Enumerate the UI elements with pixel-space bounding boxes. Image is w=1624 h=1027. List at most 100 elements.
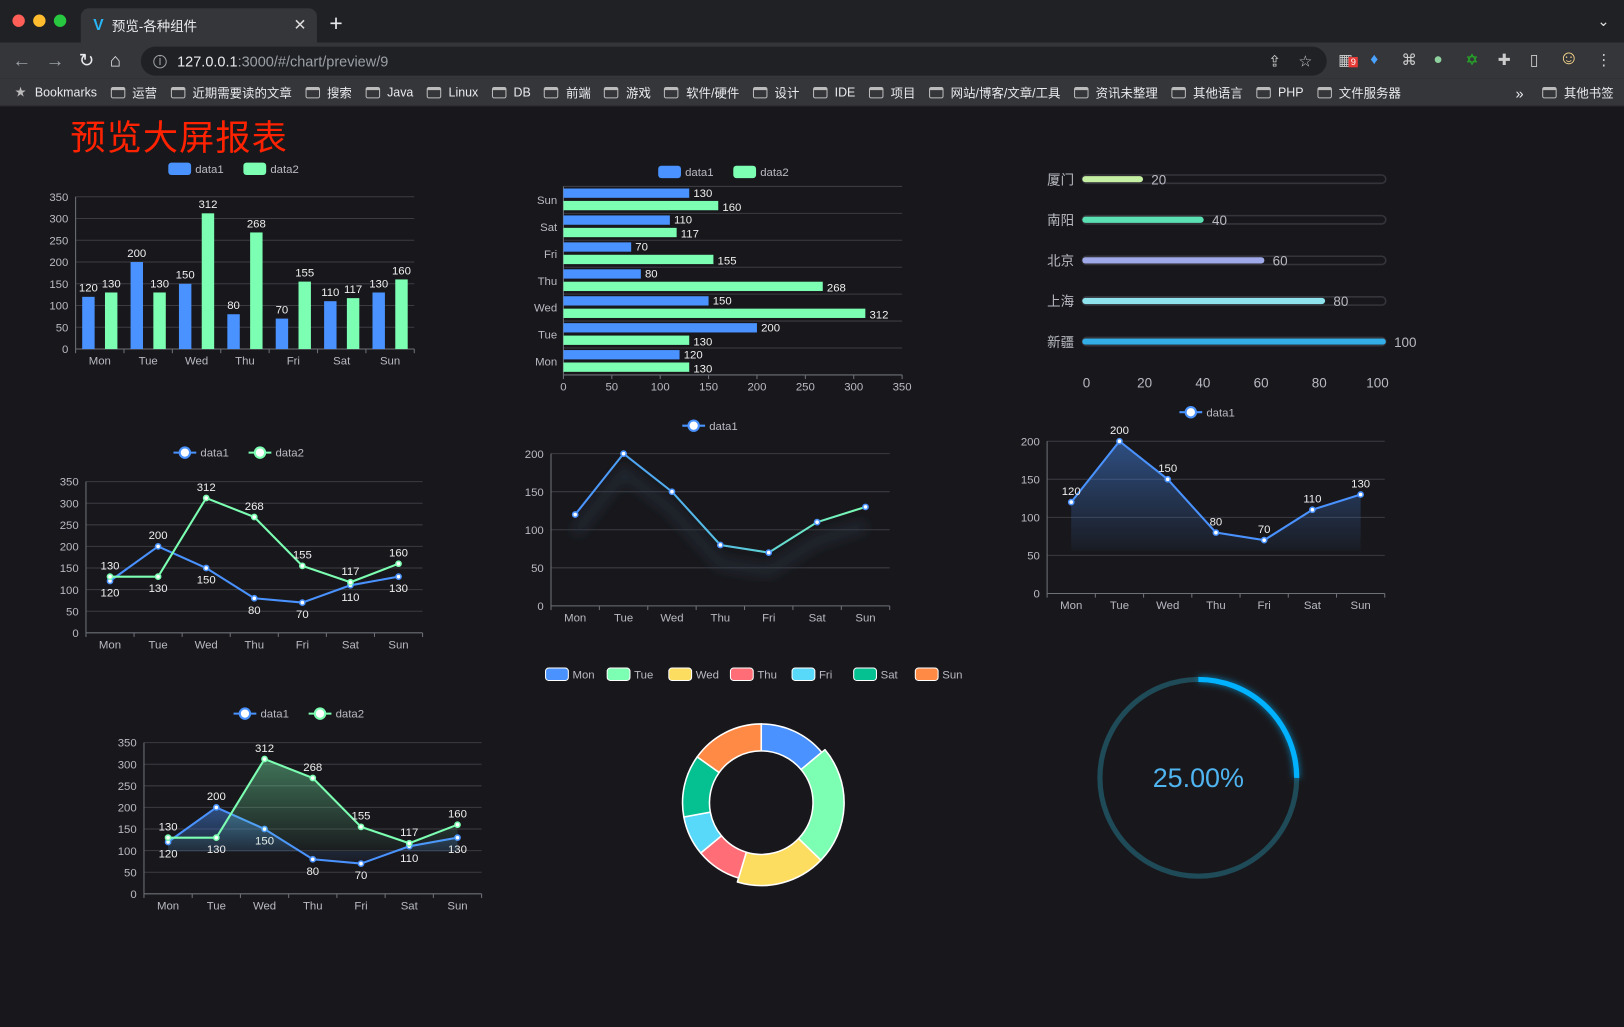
bookmark-folder[interactable]: 游戏 (604, 83, 651, 101)
bookmark-label: 资讯未整理 (1095, 85, 1158, 100)
bookmark-folder[interactable]: DB (491, 85, 531, 99)
home-icon[interactable]: ⌂ (109, 49, 122, 71)
data-label: 80 (248, 605, 261, 617)
x-tick-label: 50 (605, 381, 618, 393)
bookmark-label: 软件/硬件 (686, 85, 740, 100)
data-label: 130 (150, 278, 169, 290)
bookmark-folder[interactable]: 前端 (544, 83, 591, 101)
bar-data2 (395, 279, 408, 350)
data-point (620, 450, 627, 458)
data-point (395, 560, 402, 568)
data-label: 268 (827, 283, 846, 295)
bar-data1 (563, 242, 632, 252)
bar-data1 (563, 215, 670, 225)
new-tab-button[interactable]: + (329, 10, 343, 37)
bookmark-folder[interactable]: Linux (426, 85, 478, 99)
bookmarks-overflow-button[interactable]: » (1515, 84, 1524, 101)
data-point (1309, 506, 1316, 514)
line-shadow (571, 465, 868, 577)
data-point (250, 513, 258, 521)
menu-kebab-icon[interactable]: ⋮ (1596, 51, 1612, 70)
command-extension-icon[interactable]: ⌘ (1401, 51, 1417, 70)
circle-extension-icon[interactable]: ● (1433, 50, 1443, 69)
bookmark-label: 设计 (774, 85, 800, 100)
y-tick-label: 150 (118, 824, 137, 836)
data-label: 110 (1303, 493, 1321, 505)
bookmark-folder[interactable]: 网站/博客/文章/工具 (928, 83, 1060, 101)
bookmark-folder[interactable]: 项目 (868, 83, 916, 101)
bookmark-folder[interactable]: PHP (1256, 85, 1304, 99)
x-tick-label: Sat (401, 900, 419, 912)
avatar[interactable]: ☺ (1558, 47, 1579, 70)
folder-icon (1073, 86, 1089, 98)
data-label: 117 (400, 827, 418, 839)
bookmark-folder[interactable]: 运营 (110, 83, 157, 101)
data-label: 110 (321, 287, 339, 299)
x-tick-label: Tue (207, 900, 226, 912)
legend-label: data2 (270, 164, 298, 176)
tab-search-chevron-icon[interactable]: ⌄ (1597, 12, 1610, 29)
legend-label: data2 (336, 709, 364, 721)
address-bar[interactable]: i 127.0.0.1:3000/#/chart/preview/9 ⇪ ☆ (140, 46, 1327, 76)
y-tick-label: 50 (124, 867, 137, 879)
bookmark-folder[interactable]: 软件/硬件 (664, 83, 739, 101)
bookmark-label: 运营 (132, 85, 158, 100)
bookmarks-item[interactable]: ★ Bookmarks (14, 84, 97, 101)
extension-grid-icon[interactable]: ▦9 (1338, 51, 1359, 69)
data-point (765, 549, 773, 556)
close-tab-icon[interactable]: ✕ (293, 16, 307, 35)
maximize-window-button[interactable] (53, 14, 67, 27)
data-point (347, 578, 354, 586)
legend-swatch-icon (168, 162, 192, 176)
y-tick-label: Thu (538, 276, 558, 288)
tab-active[interactable]: V 预览-各种组件 ✕ (80, 8, 317, 43)
data-point (154, 573, 162, 581)
bookmark-folder[interactable]: 其他语言 (1171, 83, 1243, 101)
other-bookmarks[interactable]: 其他书签 (1563, 85, 1614, 101)
bookmark-folder[interactable]: 近期需要读的文章 (170, 83, 292, 101)
y-tick-label: 300 (118, 759, 137, 771)
legend-label: data1 (709, 421, 737, 433)
area-data1 (1071, 441, 1361, 551)
y-tick-label: 200 (60, 542, 79, 554)
info-icon[interactable]: i (153, 54, 167, 68)
x-tick-label: 250 (796, 381, 815, 393)
diamond-extension-icon[interactable]: ♦ (1370, 50, 1379, 69)
data-label: 80 (1333, 294, 1348, 309)
share-icon[interactable]: ⇪ (1268, 52, 1282, 71)
data-point (164, 834, 172, 842)
extensions-puzzle-icon[interactable]: ✚ (1497, 51, 1511, 70)
bookmark-folder[interactable]: 文件服务器 (1317, 83, 1401, 101)
bookmark-label: 项目 (890, 85, 916, 100)
data-label: 130 (693, 336, 712, 348)
window-controls (12, 14, 67, 27)
y-tick-label: 50 (56, 322, 69, 334)
x-tick-label: Wed (195, 639, 218, 651)
bar-data1 (275, 318, 289, 350)
x-tick-label: Tue (1110, 600, 1129, 612)
minimize-window-button[interactable] (33, 14, 46, 27)
bookmark-folder[interactable]: 资讯未整理 (1073, 83, 1158, 101)
bookmark-folder[interactable]: 搜索 (305, 83, 352, 101)
bar-data1 (324, 301, 337, 350)
y-tick-label: 350 (118, 738, 137, 750)
bookmark-folder[interactable]: Java (365, 85, 413, 99)
bookmark-folder[interactable]: IDE (812, 85, 855, 99)
bar-data2 (201, 213, 215, 350)
forward-icon[interactable]: → (45, 49, 65, 71)
row-label: 上海 (1047, 294, 1074, 309)
data-point (202, 494, 210, 502)
bookmark-label: 搜索 (326, 85, 352, 100)
data-label: 130 (369, 278, 388, 290)
bookmark-star-icon[interactable]: ☆ (1298, 52, 1313, 71)
bookmark-folder[interactable]: 设计 (752, 83, 800, 101)
data-label: 130 (389, 583, 408, 595)
side-panel-icon[interactable]: ▯ (1529, 51, 1539, 70)
star-extension-icon[interactable]: ✡ (1465, 51, 1479, 70)
close-window-button[interactable] (12, 14, 25, 27)
reload-icon[interactable]: ↻ (78, 49, 95, 71)
y-tick-label: Tue (538, 330, 557, 342)
data-label: 117 (341, 566, 359, 578)
back-icon[interactable]: ← (12, 49, 32, 71)
